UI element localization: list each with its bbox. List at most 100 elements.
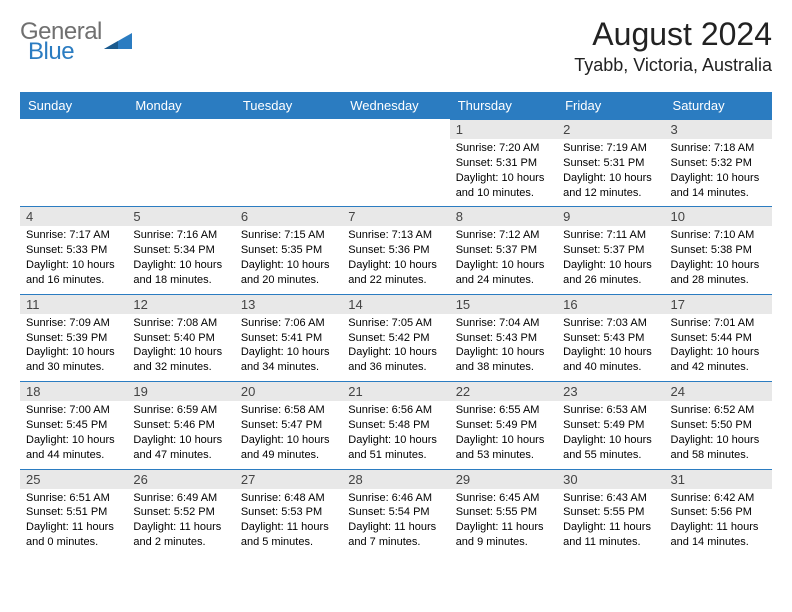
sunrise-line: Sunrise: 7:01 AM — [671, 317, 755, 329]
sunset-line: Sunset: 5:35 PM — [241, 244, 322, 256]
day-number: 12 — [127, 294, 234, 314]
day-details: Sunrise: 6:52 AMSunset: 5:50 PMDaylight:… — [665, 401, 772, 468]
day-details: Sunrise: 6:43 AM Sunset: 5:55 PM Daylight:… — [557, 489, 664, 556]
day-header: Friday — [557, 92, 664, 119]
sunset-line: Sunset: 5:43 PM — [563, 332, 644, 344]
daylight-line: Daylight: 11 hours and 11 minutes. — [563, 521, 651, 548]
day-details: Sunrise: 7:09 AMSunset: 5:39 PMDaylight:… — [20, 314, 127, 381]
sunrise-line: Sunrise: 6:48 AM — [241, 492, 325, 504]
daylight-line: Daylight: 10 hours and 10 minutes. — [456, 172, 545, 199]
day-details: Sunrise: 6:46 AMSunset: 5:54 PMDaylight:… — [342, 489, 449, 556]
day-details: Sunrise: 6:56 AMSunset: 5:48 PMDaylight:… — [342, 401, 449, 468]
day-number: 18 — [20, 381, 127, 401]
day-cell: 5Sunrise: 7:16 AMSunset: 5:34 PMDaylight… — [127, 206, 234, 293]
sunrise-line: Sunrise: 7:08 AM — [133, 317, 217, 329]
daylight-line: Daylight: 11 hours and 9 minutes. — [456, 521, 544, 548]
sunset-line: Sunset: 5:55 PM — [563, 506, 644, 518]
sunrise-line: Sunrise: 6:58 AM — [241, 404, 325, 416]
daylight-line: Daylight: 10 hours and 30 minutes. — [26, 346, 115, 373]
sunrise-line: Sunrise: 7:19 AM — [563, 142, 647, 154]
day-number: 13 — [235, 294, 342, 314]
sunset-line: Sunset: 5:48 PM — [348, 419, 429, 431]
day-number: 6 — [235, 206, 342, 226]
sunrise-line: Sunrise: 7:00 AM — [26, 404, 110, 416]
sunset-line: Sunset: 5:53 PM — [241, 506, 322, 518]
sunrise-line: Sunrise: 6:43 AM — [563, 492, 647, 504]
day-cell: 19Sunrise: 6:59 AMSunset: 5:46 PMDayligh… — [127, 381, 234, 468]
day-details: Sunrise: 7:06 AMSunset: 5:41 PMDaylight:… — [235, 314, 342, 381]
week-row: 1Sunrise: 7:20 AMSunset: 5:31 PMDaylight… — [20, 119, 772, 206]
day-number: 19 — [127, 381, 234, 401]
sunset-line: Sunset: 5:42 PM — [348, 332, 429, 344]
sunrise-line: Sunrise: 6:56 AM — [348, 404, 432, 416]
day-number: 7 — [342, 206, 449, 226]
sunrise-line: Sunrise: 7:18 AM — [671, 142, 755, 154]
day-details: Sunrise: 7:04 AMSunset: 5:43 PMDaylight:… — [450, 314, 557, 381]
day-details: Sunrise: 6:58 AM Sunset: 5:47 PM Daylight:… — [235, 401, 342, 468]
sunset-line: Sunset: 5:37 PM — [456, 244, 537, 256]
day-details: Sunrise: 7:16 AMSunset: 5:34 PMDaylight:… — [127, 226, 234, 293]
daylight-line: Daylight: 11 hours and 14 minutes. — [671, 521, 759, 548]
day-header: Monday — [127, 92, 234, 119]
sunrise-line: Sunrise: 6:51 AM — [26, 492, 110, 504]
daylight-line: Daylight: 10 hours and 16 minutes. — [26, 259, 115, 286]
day-cell: 26Sunrise: 6:49 AMSunset: 5:52 PMDayligh… — [127, 469, 234, 556]
sunset-line: Sunset: 5:55 PM — [456, 506, 537, 518]
day-details: Sunrise: 7:13 AMSunset: 5:36 PMDaylight:… — [342, 226, 449, 293]
day-cell: 16 Sunrise: 7:03 AM Sunset: 5:43 PM Dayligh… — [557, 294, 664, 381]
day-details: Sunrise: 7:10 AMSunset: 5:38 PMDaylight:… — [665, 226, 772, 293]
day-number: 28 — [342, 469, 449, 489]
day-number: 27 — [235, 469, 342, 489]
location: Tyabb, Victoria, Australia — [574, 55, 772, 76]
day-details: Sunrise: 7:00 AMSunset: 5:45 PMDaylight:… — [20, 401, 127, 468]
sunrise-line: Sunrise: 6:52 AM — [671, 404, 755, 416]
day-cell: 12Sunrise: 7:08 AMSunset: 5:40 PMDayligh… — [127, 294, 234, 381]
daylight-line: Daylight: 10 hours and 36 minutes. — [348, 346, 437, 373]
logo-triangle-icon — [104, 31, 132, 56]
day-cell — [342, 119, 449, 206]
day-cell: 9Sunrise: 7:11 AMSunset: 5:37 PMDaylight… — [557, 206, 664, 293]
day-details: Sunrise: 6:49 AMSunset: 5:52 PMDaylight:… — [127, 489, 234, 556]
daylight-line: Daylight: 10 hours and 38 minutes. — [456, 346, 545, 373]
sunrise-line: Sunrise: 7:15 AM — [241, 229, 325, 241]
day-number: 21 — [342, 381, 449, 401]
day-details: Sunrise: 6:59 AMSunset: 5:46 PMDaylight:… — [127, 401, 234, 468]
day-number: 11 — [20, 294, 127, 314]
sunset-line: Sunset: 5:34 PM — [133, 244, 214, 256]
day-number: 16 — [557, 294, 664, 314]
day-header: Thursday — [450, 92, 557, 119]
daylight-line: Daylight: 10 hours and 40 minutes. — [563, 346, 652, 373]
sunset-line: Sunset: 5:31 PM — [563, 157, 644, 169]
day-cell: 11Sunrise: 7:09 AMSunset: 5:39 PMDayligh… — [20, 294, 127, 381]
sunrise-line: Sunrise: 6:45 AM — [456, 492, 540, 504]
day-cell: 20Sunrise: 6:58 AMSunset: 5:47 PMDayligh… — [235, 381, 342, 468]
sunset-line: Sunset: 5:56 PM — [671, 506, 752, 518]
daylight-line: Daylight: 11 hours and 7 minutes. — [348, 521, 436, 548]
day-details: Sunrise: 6:45 AM Sunset: 5:55 PM Daylight:… — [450, 489, 557, 556]
sunrise-line: Sunrise: 7:11 AM — [563, 229, 646, 241]
week-row: 4Sunrise: 7:17 AMSunset: 5:33 PMDaylight… — [20, 206, 772, 293]
day-cell: 17Sunrise: 7:01 AMSunset: 5:44 PMDayligh… — [665, 294, 772, 381]
day-details: Sunrise: 6:51 AMSunset: 5:51 PMDaylight:… — [20, 489, 127, 556]
day-details: Sunrise: 7:18 AMSunset: 5:32 PMDaylight:… — [665, 139, 772, 206]
daylight-line: Daylight: 10 hours and 24 minutes. — [456, 259, 545, 286]
day-number: 2 — [557, 119, 664, 139]
sunrise-line: Sunrise: 7:13 AM — [348, 229, 432, 241]
sunrise-line: Sunrise: 7:03 AM — [563, 317, 647, 329]
sunset-line: Sunset: 5:47 PM — [241, 419, 322, 431]
day-cell: 4Sunrise: 7:17 AMSunset: 5:33 PMDaylight… — [20, 206, 127, 293]
day-number: 25 — [20, 469, 127, 489]
sunrise-line: Sunrise: 6:42 AM — [671, 492, 755, 504]
day-cell: 23Sunrise: 6:53 AMSunset: 5:49 PMDayligh… — [557, 381, 664, 468]
day-header: Wednesday — [342, 92, 449, 119]
sunset-line: Sunset: 5:36 PM — [348, 244, 429, 256]
daylight-line: Daylight: 10 hours and 49 minutes. — [241, 434, 330, 461]
day-cell: 21Sunrise: 6:56 AMSunset: 5:48 PMDayligh… — [342, 381, 449, 468]
sunset-line: Sunset: 5:50 PM — [671, 419, 752, 431]
daylight-line: Daylight: 10 hours and 28 minutes. — [671, 259, 760, 286]
day-cell — [127, 119, 234, 206]
day-details: Sunrise: 6:55 AMSunset: 5:49 PMDaylight:… — [450, 401, 557, 468]
day-cell: 14Sunrise: 7:05 AMSunset: 5:42 PMDayligh… — [342, 294, 449, 381]
sunset-line: Sunset: 5:33 PM — [26, 244, 107, 256]
sunset-line: Sunset: 5:49 PM — [563, 419, 644, 431]
